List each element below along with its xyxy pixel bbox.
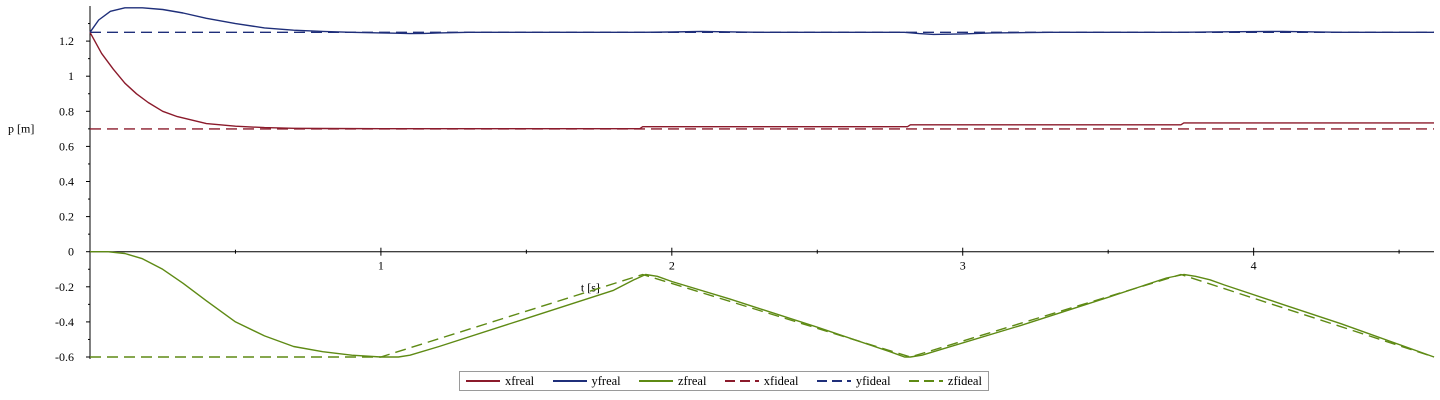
legend-swatch	[724, 380, 759, 382]
y-tick-label: 0.8	[59, 104, 74, 118]
legend-label: xfideal	[763, 373, 799, 388]
legend-swatch	[908, 380, 943, 382]
legend-item-yfreal: yfreal	[552, 373, 621, 389]
y-tick-label: 0.2	[59, 210, 74, 224]
legend-item-xfreal: xfreal	[466, 374, 534, 389]
legend-swatch	[552, 380, 587, 382]
legend-label: yfideal	[855, 373, 891, 388]
x-tick-label: 3	[960, 259, 966, 273]
x-axis-label: t [s]	[581, 281, 600, 295]
y-tick-label: 0	[68, 245, 74, 259]
y-tick-label: 1.2	[59, 34, 74, 48]
y-tick-label: -0.4	[55, 315, 74, 329]
y-tick-label: 0.4	[59, 175, 74, 189]
x-tick-label: 2	[669, 259, 675, 273]
series-xfreal	[89, 31, 1434, 130]
y-tick-label: -0.2	[55, 280, 74, 294]
legend-swatch	[466, 380, 500, 382]
legend-label: xfreal	[505, 373, 535, 388]
legend-item-xfideal: xfideal	[724, 373, 799, 389]
series-zfreal	[90, 250, 1435, 358]
legend-item-zfideal: zfideal	[908, 373, 982, 389]
y-axis-label: p [m]	[8, 121, 34, 135]
chart-legend: xfreal yfreal zfreal xfideal yfideal zfideal	[459, 371, 989, 391]
legend-label: yfreal	[591, 373, 621, 388]
y-tick-label: 1	[68, 69, 74, 83]
series-yfreal	[89, 7, 1434, 36]
x-tick-label: 4	[1251, 259, 1257, 273]
y-tick-label: 0.6	[59, 139, 74, 153]
legend-label: zfreal	[678, 373, 707, 388]
legend-swatch	[639, 380, 673, 382]
series-zfideal	[90, 273, 1435, 358]
y-tick-label: -0.6	[55, 350, 74, 364]
legend-item-yfideal: yfideal	[816, 373, 891, 389]
legend-item-zfreal: zfreal	[639, 374, 706, 389]
legend-swatch	[816, 380, 851, 382]
x-tick-label: 1	[378, 259, 384, 273]
legend-label: zfideal	[947, 373, 982, 388]
